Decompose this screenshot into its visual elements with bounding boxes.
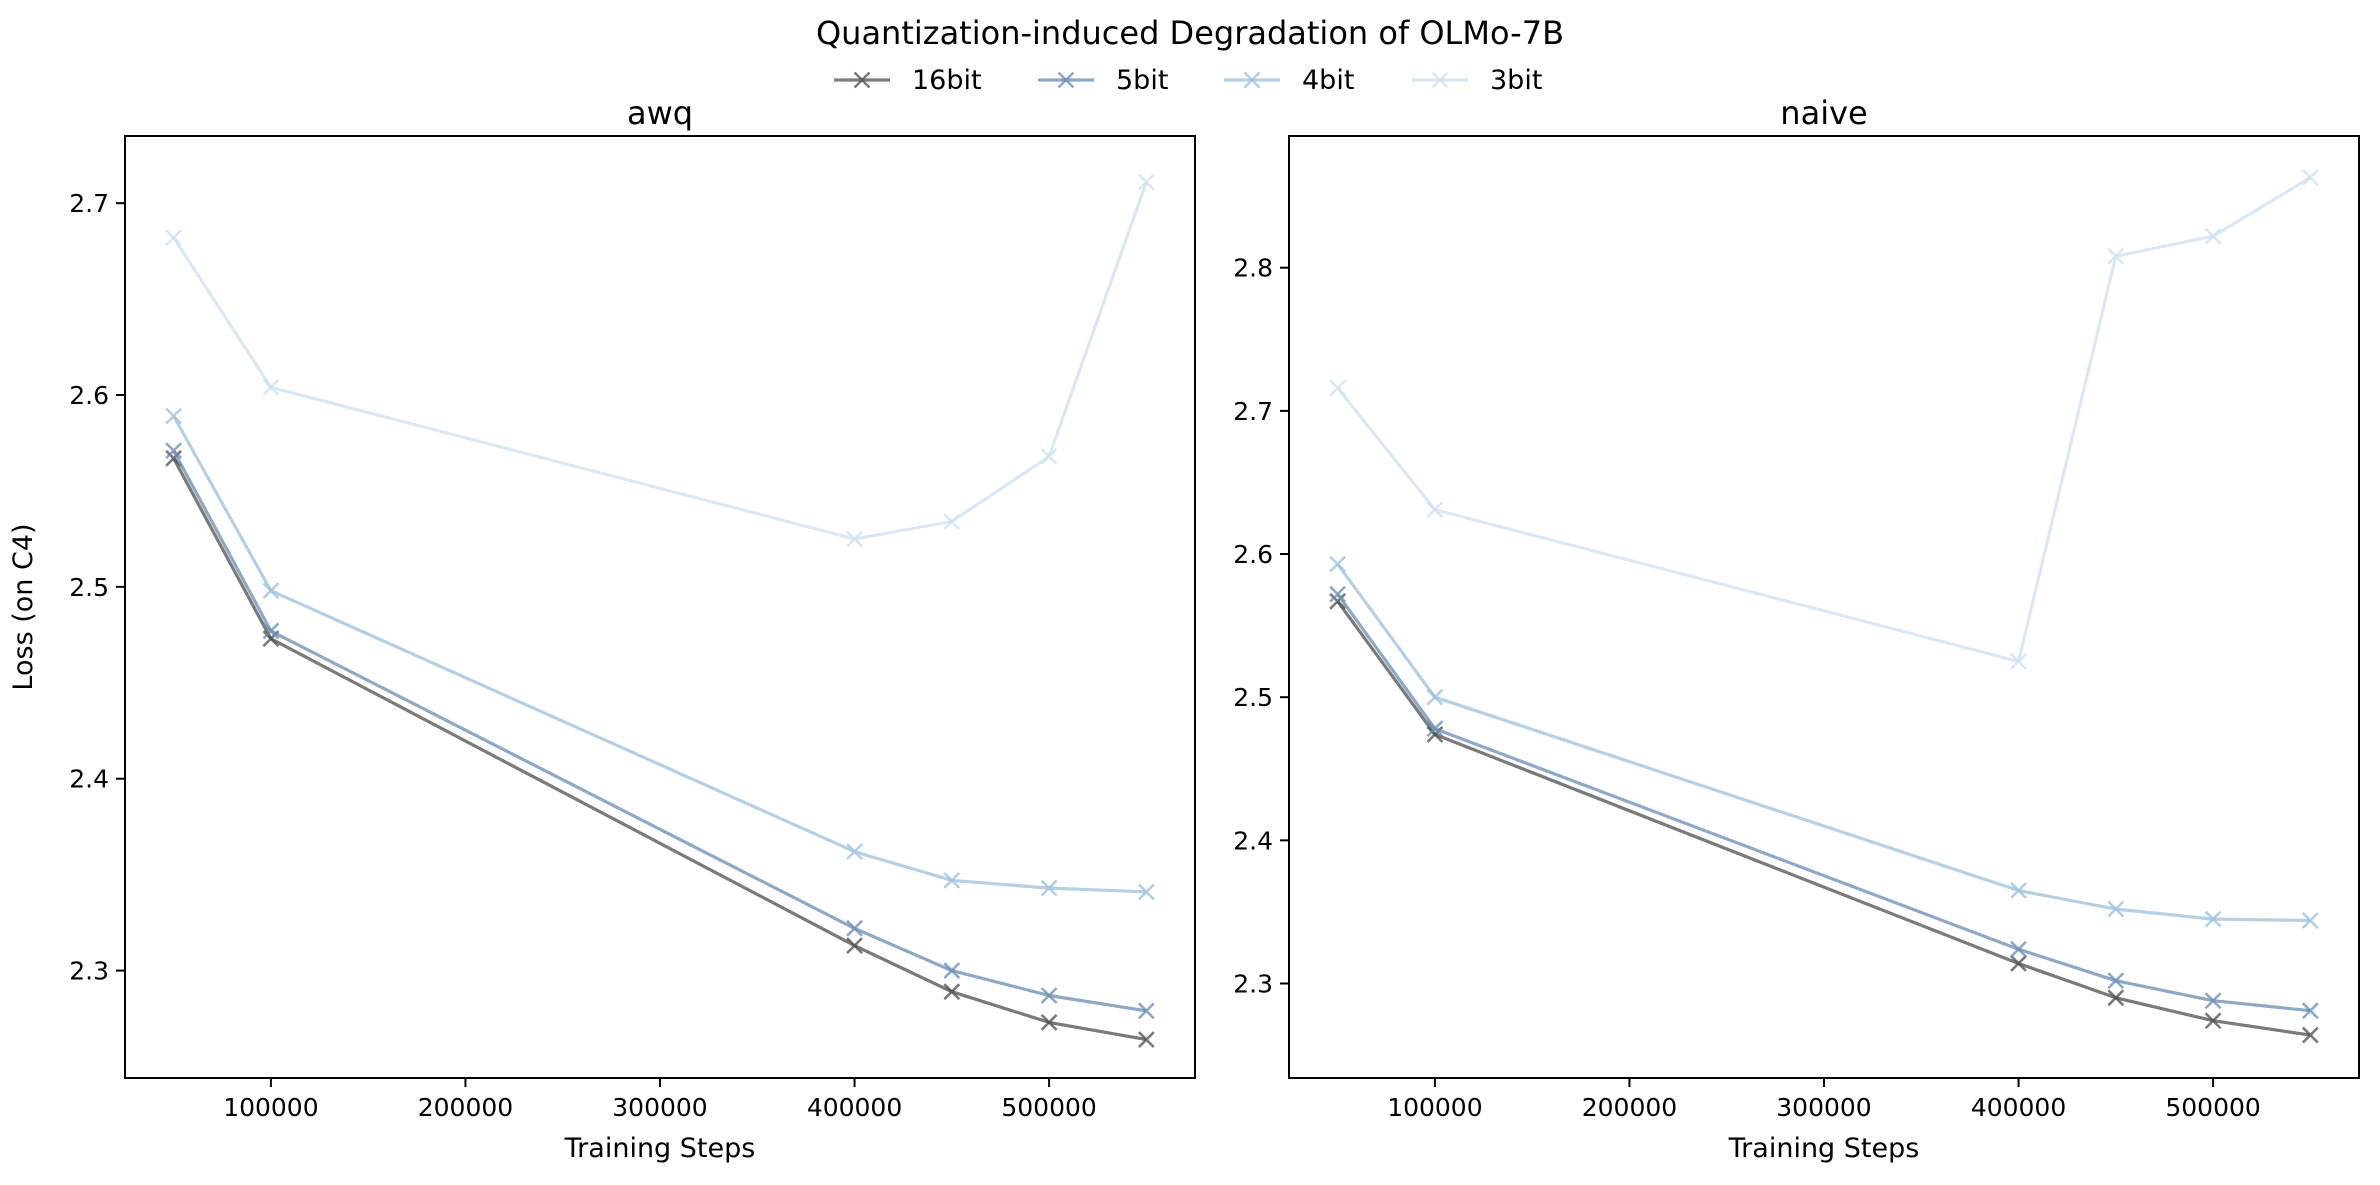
data-point-3bit: [846, 530, 863, 548]
x-axis-label: Training Steps: [564, 1133, 756, 1164]
plot-frame: [1288, 135, 2360, 1079]
series-line-16bit: [1336, 600, 2311, 1037]
data-point-3bit: [1040, 447, 1058, 465]
data-point-4bit: [1040, 879, 1058, 897]
data-point-3bit: [2301, 169, 2319, 186]
data-point-16bit: [943, 983, 961, 1001]
data-point-3bit: [1329, 379, 1347, 397]
data-point-4bit: [2204, 910, 2222, 928]
data-point-4bit: [1426, 688, 1444, 706]
data-point-4bit: [2107, 900, 2125, 918]
data-point-16bit: [1137, 1031, 1155, 1049]
x-tick-label: 300000: [1776, 1093, 1871, 1122]
figure-title: Quantization-induced Degradation of OLMo…: [816, 14, 1564, 52]
data-point-4bit: [943, 871, 961, 889]
data-point-5bit: [2204, 992, 2222, 1010]
y-tick-label: 2.6: [1233, 540, 1273, 569]
x-tick-label: 500000: [1001, 1093, 1096, 1122]
series-line-3bit: [172, 181, 1148, 541]
data-point-4bit: [846, 843, 863, 861]
data-point-16bit: [2010, 955, 2027, 972]
data-point-4bit: [165, 407, 183, 425]
y-tick-label: 2.6: [69, 381, 109, 410]
legend-marker-4bit: [1243, 71, 1261, 89]
x-tick-label: 300000: [612, 1093, 707, 1122]
data-point-16bit: [2204, 1012, 2222, 1030]
x-axis-label: Training Steps: [1728, 1133, 1920, 1164]
data-point-16bit: [1040, 1013, 1058, 1031]
legend-label-16bit: 16bit: [912, 65, 982, 96]
data-point-4bit: [2301, 912, 2319, 929]
data-point-5bit: [2107, 972, 2125, 990]
data-point-16bit: [846, 937, 863, 955]
data-point-4bit: [1329, 555, 1347, 573]
data-point-5bit: [1040, 987, 1058, 1004]
data-point-5bit: [2010, 940, 2027, 958]
data-point-16bit: [1329, 592, 1347, 610]
x-tick-label: 500000: [2165, 1093, 2260, 1122]
legend: 16bit 5bit 4bit 3bit: [834, 65, 1542, 96]
x-tick-label: 400000: [1971, 1093, 2066, 1122]
data-point-5bit: [846, 919, 863, 937]
data-point-4bit: [1137, 883, 1155, 901]
data-point-3bit: [1426, 501, 1444, 519]
x-tick-label: 400000: [807, 1093, 902, 1122]
data-point-16bit: [2301, 1026, 2319, 1044]
x-tick-label: 100000: [1387, 1093, 1482, 1122]
data-point-3bit: [943, 513, 961, 531]
x-tick-label: 200000: [418, 1093, 513, 1122]
legend-marker-16bit: [853, 71, 871, 89]
legend-label-4bit: 4bit: [1302, 65, 1354, 96]
y-tick-label: 2.4: [69, 765, 109, 794]
series-line-4bit: [1336, 563, 2311, 923]
data-point-3bit: [165, 229, 183, 247]
data-point-4bit: [262, 582, 280, 600]
data-point-5bit: [1137, 1002, 1155, 1020]
data-point-5bit: [1329, 585, 1347, 603]
panel-title: awq: [627, 94, 693, 132]
y-tick-label: 2.7: [1233, 397, 1273, 426]
x-tick-label: 100000: [223, 1093, 318, 1122]
data-point-3bit: [262, 378, 280, 396]
series-line-5bit: [1336, 593, 2311, 1013]
data-point-5bit: [2301, 1002, 2319, 1020]
data-point-3bit: [2204, 227, 2222, 245]
y-axis-label: Loss (on C4): [8, 523, 39, 690]
data-point-5bit: [1426, 720, 1444, 738]
series-line-4bit: [172, 415, 1147, 894]
legend-marker-3bit: [1431, 71, 1449, 89]
data-point-5bit: [262, 622, 280, 640]
data-point-5bit: [165, 442, 183, 460]
data-point-16bit: [2107, 989, 2125, 1007]
y-tick-label: 2.8: [1233, 254, 1273, 283]
y-tick-label: 2.3: [1233, 970, 1273, 999]
data-point-3bit: [2010, 652, 2027, 670]
panel-awq: awq 100000 200000 300000 400000 500000 2.3 2.4 2…: [8, 94, 1196, 1164]
panel-naive: naive 100000 200000 300000 400000 500000 2.3 2.…: [1233, 94, 2360, 1164]
data-point-3bit: [2107, 247, 2125, 265]
y-tick-label: 2.3: [69, 957, 109, 986]
y-tick-label: 2.5: [69, 573, 109, 602]
legend-label-5bit: 5bit: [1116, 65, 1168, 96]
data-point-4bit: [2010, 882, 2027, 899]
data-point-5bit: [943, 962, 961, 979]
legend-label-3bit: 3bit: [1490, 65, 1542, 96]
series-line-3bit: [1336, 176, 2312, 664]
series-line-5bit: [172, 449, 1147, 1013]
x-tick-label: 200000: [1582, 1093, 1677, 1122]
y-tick-label: 2.7: [69, 189, 109, 218]
series-line-16bit: [172, 457, 1147, 1042]
data-point-3bit: [1137, 173, 1155, 191]
data-point-16bit: [165, 449, 183, 467]
panel-title: naive: [1780, 94, 1867, 132]
y-tick-label: 2.5: [1233, 683, 1273, 712]
legend-marker-5bit: [1057, 71, 1075, 89]
y-tick-label: 2.4: [1233, 826, 1273, 855]
plot-frame: [124, 135, 1196, 1079]
